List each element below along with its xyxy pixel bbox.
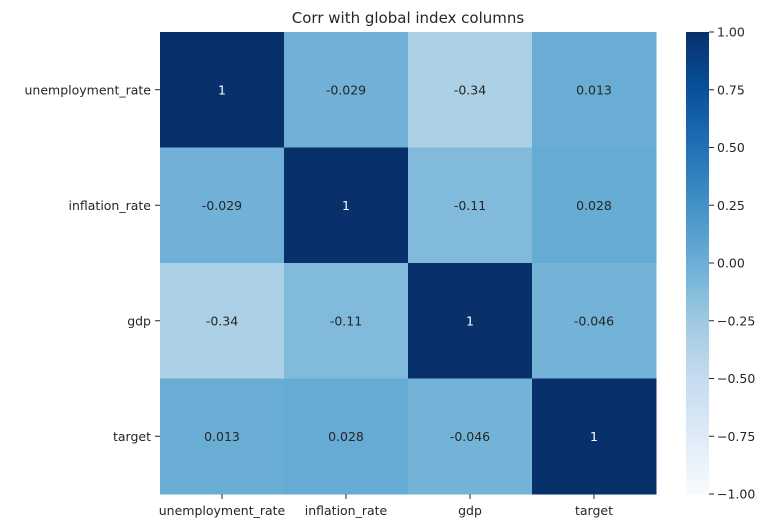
- heatmap-cell-0-3: [532, 32, 657, 148]
- heatmap-cell-0-2: [408, 32, 533, 148]
- cell-annotation-1-2: -0.11: [454, 198, 486, 213]
- cell-annotation-0-3: 0.013: [576, 82, 612, 97]
- heatmap-cell-3-0: [160, 378, 285, 495]
- cell-annotation-3-3: 1: [590, 429, 598, 444]
- y-tick-label: target: [113, 429, 151, 444]
- colorbar: 1.00 0.75 0.50 0.25 0.00 −0.25 −0.50 −0.75 −1.00: [686, 25, 755, 502]
- colorbar-tick-label: 0.00: [717, 256, 745, 271]
- colorbar-tick-label: 1.00: [717, 25, 745, 40]
- heatmap-cell-1-2: [408, 147, 533, 264]
- colorbar-tick-label: 0.75: [717, 82, 745, 97]
- heatmap-cell-2-1: [284, 263, 409, 379]
- cell-annotation-0-2: -0.34: [454, 82, 486, 97]
- heatmap-cell-3-1: [284, 378, 409, 495]
- heatmap-annotations: 1 -0.029 -0.34 0.013 -0.029 1 -0.11 0.028 -0.34 -…: [202, 82, 614, 444]
- x-tick-label: gdp: [458, 503, 482, 518]
- cell-annotation-1-1: 1: [342, 198, 350, 213]
- cell-annotation-1-0: -0.029: [202, 198, 242, 213]
- cell-annotation-1-3: 0.028: [576, 198, 612, 213]
- colorbar-tick-label: −1.00: [717, 487, 755, 502]
- y-tick-label: gdp: [127, 313, 151, 328]
- cell-annotation-2-2: 1: [466, 313, 474, 328]
- cell-annotation-2-1: -0.11: [330, 313, 362, 328]
- heatmap-cell-2-3: [532, 263, 657, 379]
- heatmap-cells: [160, 32, 657, 495]
- cell-annotation-0-0: 1: [218, 82, 226, 97]
- x-tick-label: target: [575, 503, 613, 518]
- heatmap-cell-2-2: [408, 263, 533, 379]
- heatmap-cell-2-0: [160, 263, 285, 379]
- x-tick-label: unemployment_rate: [159, 503, 286, 518]
- cell-annotation-2-0: -0.34: [206, 313, 238, 328]
- colorbar-ticks: 1.00 0.75 0.50 0.25 0.00 −0.25 −0.50 −0.75 −1.00: [709, 25, 755, 502]
- x-tick-label: inflation_rate: [305, 503, 388, 518]
- colorbar-tick-label: 0.50: [717, 140, 745, 155]
- cell-annotation-3-2: -0.046: [450, 429, 490, 444]
- x-axis: unemployment_rate inflation_rate gdp target: [159, 494, 613, 518]
- colorbar-tick-label: −0.50: [717, 371, 755, 386]
- heatmap-cell-3-3: [532, 378, 657, 495]
- y-tick-label: unemployment_rate: [25, 82, 152, 97]
- chart-title: Corr with global index columns: [292, 9, 525, 27]
- heatmap-cell-0-1: [284, 32, 409, 148]
- heatmap-cell-1-1: [284, 147, 409, 264]
- heatmap-cell-3-2: [408, 378, 533, 495]
- cell-annotation-0-1: -0.029: [326, 82, 366, 97]
- cell-annotation-2-3: -0.046: [574, 313, 614, 328]
- heatmap-cell-1-3: [532, 147, 657, 264]
- cell-annotation-3-1: 0.028: [328, 429, 364, 444]
- y-tick-label: inflation_rate: [68, 198, 151, 213]
- heatmap-cell-0-0: [160, 32, 285, 148]
- colorbar-tick-label: 0.25: [717, 198, 745, 213]
- colorbar-tick-label: −0.25: [717, 313, 755, 328]
- heatmap-cell-1-0: [160, 147, 285, 264]
- colorbar-tick-label: −0.75: [717, 429, 755, 444]
- cell-annotation-3-0: 0.013: [204, 429, 240, 444]
- colorbar-gradient: [686, 32, 709, 494]
